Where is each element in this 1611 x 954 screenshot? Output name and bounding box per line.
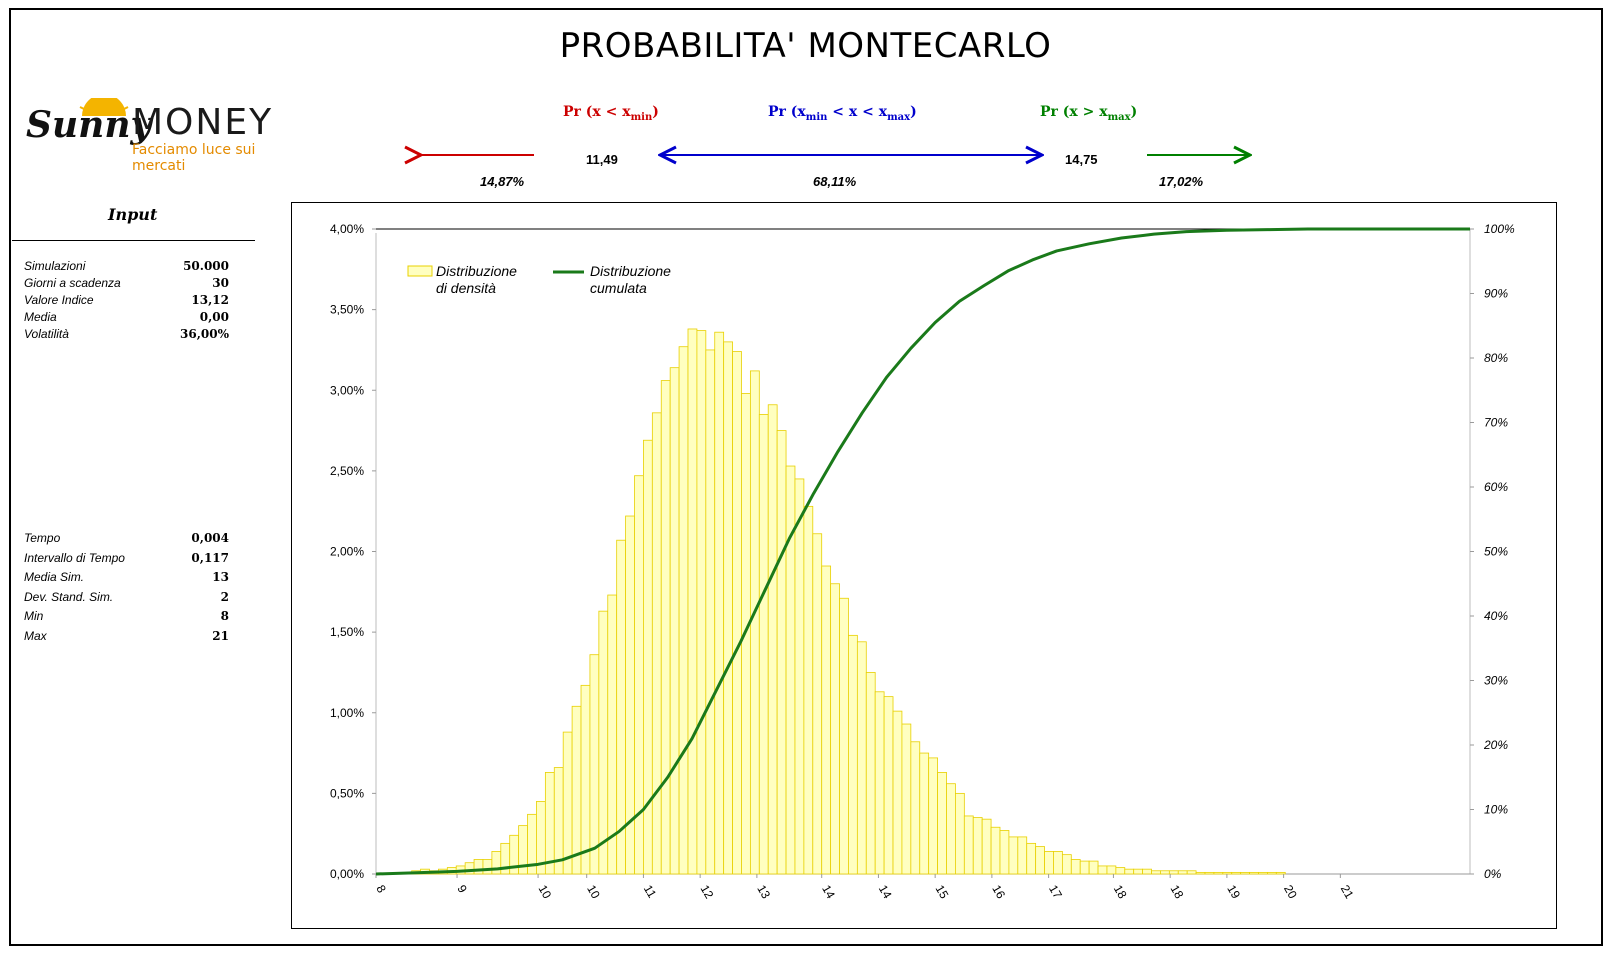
xmin-value: 11,49 [586, 152, 618, 167]
param-row: Volatilità 36,00% [24, 327, 229, 343]
prob-middle-label: Pr (xmin < x < xmax) [768, 104, 917, 123]
logo-brand-left: Sunny [26, 104, 152, 146]
param-label: Volatilità [24, 327, 69, 341]
param-label: Max [24, 628, 47, 643]
param-label: Tempo [24, 531, 61, 545]
param-value: 0,004 [191, 531, 229, 545]
param-value: 21 [212, 628, 229, 643]
param-label: Dev. Stand. Sim. [24, 589, 114, 604]
chart-frame [291, 202, 1557, 929]
param-value: 30 [212, 276, 229, 290]
param-label: Media [24, 310, 57, 324]
param-row: Media 0,00 [24, 310, 229, 326]
logo-tagline: Facciamo luce sui mercati [132, 142, 256, 174]
param-label: Valore Indice [24, 293, 94, 307]
param-row: Media Sim. 13 [24, 570, 229, 586]
outer-frame [9, 8, 1603, 946]
logo-brand-right: MONEY [132, 102, 274, 143]
param-value: 13,12 [191, 293, 229, 307]
param-row: Intervallo di Tempo 0,117 [24, 551, 229, 567]
logo: Sunny MONEY Facciamo luce sui mercati [24, 98, 294, 174]
param-row: Tempo 0,004 [24, 531, 229, 547]
param-value: 36,00% [180, 327, 229, 341]
param-row: Dev. Stand. Sim. 2 [24, 590, 229, 606]
prob-right-label: Pr (x > xmax) [1040, 104, 1138, 123]
page-title: PROBABILITA' MONTECARLO [559, 26, 1052, 66]
param-value: 0,00 [199, 310, 229, 324]
param-label: Intervallo di Tempo [24, 550, 125, 565]
param-label: Media Sim. [24, 570, 85, 584]
param-label: Min [24, 609, 44, 623]
input-title: Input [108, 205, 158, 224]
prob-middle-value: 68,11% [813, 174, 857, 189]
prob-left-value: 14,87% [480, 174, 525, 189]
param-value: 50.000 [183, 259, 229, 273]
param-value: 13 [212, 570, 229, 584]
prob-right-value: 17,02% [1159, 174, 1204, 189]
param-value: 2 [220, 589, 229, 604]
param-value: 8 [220, 609, 229, 623]
sun-icon [79, 98, 129, 116]
param-row: Valore Indice 13,12 [24, 293, 229, 309]
param-row: Simulazioni 50.000 [24, 259, 229, 275]
input-divider [12, 240, 255, 241]
probability-arrows [0, 0, 1611, 200]
param-label: Giorni a scadenza [24, 276, 121, 290]
prob-left-label: Pr (x < xmin) [563, 104, 659, 123]
param-row: Giorni a scadenza 30 [24, 276, 229, 292]
param-label: Simulazioni [24, 259, 86, 273]
param-row: Max 21 [24, 629, 229, 645]
param-row: Min 8 [24, 609, 229, 625]
xmax-value: 14,75 [1065, 152, 1098, 167]
param-value: 0,117 [191, 550, 229, 565]
